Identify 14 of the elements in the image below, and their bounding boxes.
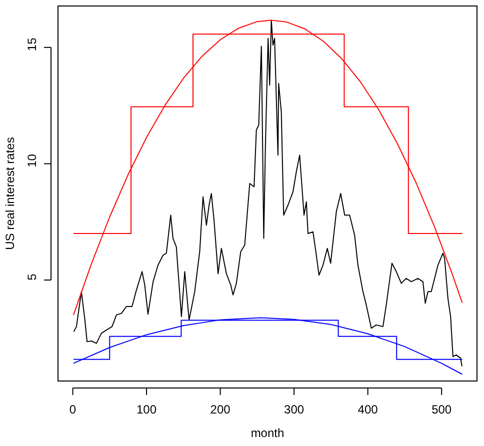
x-tick-label: 0 [69,402,76,417]
x-axis-title: month [250,426,284,440]
line-series [72,20,463,316]
x-tick-label: 100 [136,402,157,417]
y-tick-label: 10 [25,154,39,168]
line-series [73,20,462,367]
x-tick-label: 200 [210,402,231,417]
y-axis-title: US real interest rates [3,137,17,250]
y-tick-label: 15 [25,37,39,52]
x-tick-label: 300 [284,402,304,417]
y-tick-label: 5 [25,273,39,280]
x-tick-label: 400 [358,402,378,417]
line-series [72,317,463,375]
x-tick-label: 500 [432,402,452,417]
